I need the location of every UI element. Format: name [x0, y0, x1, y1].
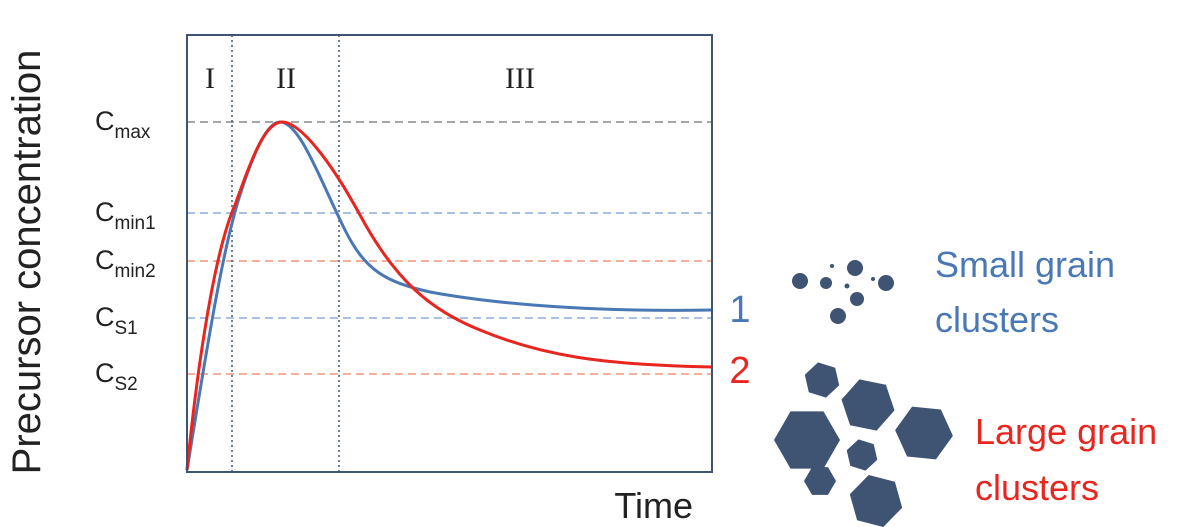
level-label: Cmax — [95, 106, 151, 143]
grain-dot — [830, 264, 834, 268]
grain-hexagon — [846, 439, 878, 471]
curve-label: 2 — [729, 350, 750, 392]
region-label: I — [205, 62, 215, 95]
legend-text: Small grain — [935, 244, 1115, 285]
plot-frame — [186, 34, 713, 473]
grain-hexagon — [841, 379, 895, 431]
y-axis-label: Precursor concentration — [5, 50, 49, 475]
reference-lines — [187, 121, 712, 375]
region-label: II — [276, 62, 296, 95]
curve-label: 1 — [729, 289, 750, 331]
x-axis-label: Time — [614, 485, 693, 526]
grain-dot — [850, 292, 864, 306]
region-label: III — [505, 62, 535, 95]
level-sub: min2 — [115, 261, 156, 282]
level-base: C — [95, 245, 115, 275]
level-label: CS2 — [95, 358, 138, 395]
curve-1 — [185, 120, 713, 471]
grain-dot — [792, 273, 808, 289]
level-sub: S1 — [115, 318, 138, 339]
level-label: Cmin2 — [95, 245, 156, 282]
level-base: C — [95, 358, 115, 388]
grain-dot — [878, 275, 894, 291]
grain-hexagon — [804, 467, 836, 495]
legend-text: Large grain — [975, 411, 1157, 452]
level-label: Cmin1 — [95, 197, 156, 234]
level-base: C — [95, 106, 115, 136]
level-base: C — [95, 302, 115, 332]
grain-dot — [844, 283, 850, 289]
cluster-icons — [774, 260, 953, 527]
curve-2 — [185, 120, 713, 471]
level-label: CS1 — [95, 302, 138, 339]
level-sub: S2 — [115, 374, 138, 395]
grain-hexagon — [804, 362, 840, 398]
legend-text: clusters — [935, 299, 1059, 340]
grain-dot — [871, 277, 875, 281]
level-sub: min1 — [115, 213, 156, 234]
level-sub: max — [115, 122, 151, 143]
grain-hexagon — [895, 406, 953, 460]
grain-hexagon — [774, 411, 840, 469]
grain-dot — [847, 260, 863, 276]
grain-dot — [830, 308, 846, 324]
legend-text: clusters — [975, 467, 1099, 508]
grain-dot — [820, 277, 832, 289]
level-base: C — [95, 197, 115, 227]
grain-hexagon — [849, 475, 903, 527]
